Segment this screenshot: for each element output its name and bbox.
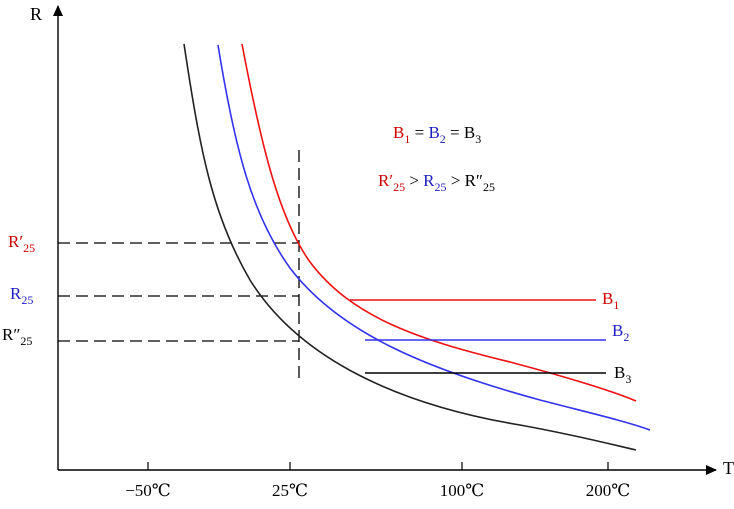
y-axis-label: R <box>30 4 42 24</box>
left-label-r-prime-25: R′25 <box>8 232 35 255</box>
left-label-r-double-prime-25: R″25 <box>2 325 32 348</box>
curve-b3-black <box>183 43 637 451</box>
left-label-r-25: R25 <box>10 284 33 307</box>
legend-label-b3: B3 <box>614 363 631 386</box>
legend-label-b2: B2 <box>612 321 629 344</box>
equation-b-equal: B1 = B2 = B3 <box>393 123 481 146</box>
x-tick-label-2: 25℃ <box>272 481 308 500</box>
x-tick-label-3: 100℃ <box>440 481 485 500</box>
equation-r-compare: R′25 > R25 > R″25 <box>378 171 495 194</box>
curve-b2-blue <box>217 44 651 431</box>
curve-b1-red <box>241 43 637 402</box>
legend-label-b1: B1 <box>602 289 619 312</box>
x-tick-label-4: 200℃ <box>586 481 631 500</box>
x-tick-label-1: −50℃ <box>125 481 171 500</box>
x-axis-label: T <box>723 458 734 478</box>
